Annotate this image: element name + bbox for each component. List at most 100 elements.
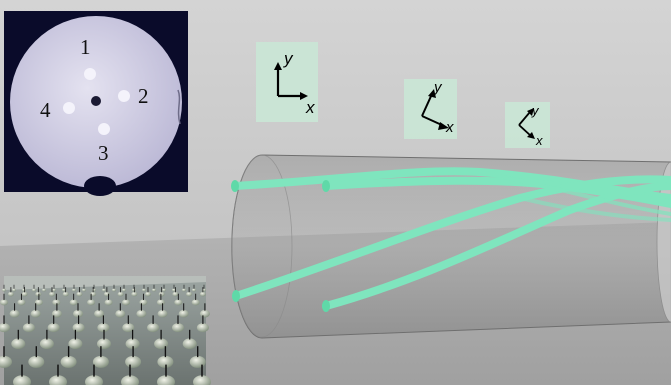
bump-array-inset [0, 276, 211, 385]
bump [191, 299, 200, 306]
frame-panel-3: y x [505, 102, 550, 148]
bump [121, 375, 139, 385]
bump [30, 309, 41, 318]
bump [172, 288, 176, 292]
bump [49, 375, 67, 385]
bump [42, 288, 46, 292]
fiber-core-bottom-left [232, 175, 671, 300]
bump [52, 299, 61, 306]
bump [22, 288, 26, 292]
core-2 [118, 90, 130, 102]
core-label-2: 2 [138, 84, 149, 108]
core-label-1: 1 [80, 35, 91, 59]
bump [82, 288, 86, 292]
bump [162, 288, 166, 292]
x-arrow-1 [300, 92, 308, 100]
bump [17, 299, 26, 306]
bump [32, 288, 36, 292]
bump [72, 288, 76, 292]
bump [145, 291, 151, 297]
core-label-4: 4 [40, 98, 51, 122]
bump [122, 299, 130, 306]
bump [28, 355, 45, 368]
bump [117, 291, 124, 297]
bump [0, 299, 8, 306]
frame-1-x-label: x [305, 98, 315, 117]
bump [52, 288, 56, 292]
bump [136, 309, 147, 318]
bump [172, 291, 179, 297]
bump [13, 375, 31, 385]
bump [0, 323, 10, 333]
bump [192, 288, 196, 292]
bump [7, 291, 14, 297]
bump [125, 338, 140, 350]
bump [182, 288, 186, 292]
bump [196, 323, 209, 333]
bump [92, 355, 109, 368]
cross-section-inset: 1 2 3 4 [4, 11, 188, 196]
fiber-core-bottom-right [322, 182, 671, 310]
bump [85, 375, 103, 385]
bump [131, 291, 138, 297]
bump [97, 338, 111, 350]
fiber-cores [231, 167, 671, 310]
bump [193, 375, 211, 385]
frame-3-y-label: y [531, 103, 540, 118]
bump [21, 291, 28, 297]
bump [47, 323, 60, 333]
core-1 [84, 68, 96, 80]
bump [68, 338, 83, 350]
bump [39, 338, 54, 350]
bump [60, 355, 77, 368]
bump [12, 288, 16, 292]
bump [178, 309, 189, 318]
bump [157, 355, 174, 368]
bump [73, 309, 83, 318]
bump [2, 288, 6, 292]
bump [157, 375, 175, 385]
bump [112, 288, 116, 292]
bump [76, 291, 83, 297]
bump [92, 288, 96, 292]
bump [51, 309, 62, 318]
bump [125, 355, 142, 368]
bump [199, 291, 206, 297]
bump [122, 288, 126, 292]
bump [11, 338, 26, 350]
bump [122, 323, 135, 333]
bump [115, 309, 126, 318]
bump [157, 309, 168, 318]
frame-panel-1: y x [256, 42, 318, 122]
bump [97, 323, 110, 333]
frame-2-x-label: x [445, 119, 454, 136]
bump [69, 299, 78, 306]
bump [186, 291, 193, 297]
frame-3-x-label: x [535, 133, 543, 148]
bump [182, 338, 197, 350]
bump [152, 288, 156, 292]
frame-2-y-label: y [433, 79, 443, 96]
bump [62, 288, 66, 292]
core-label-3: 3 [98, 141, 109, 165]
bump [174, 299, 183, 306]
bump [199, 309, 210, 318]
frame-panel-2: y x [404, 79, 457, 139]
bump [0, 355, 12, 368]
bump [147, 323, 160, 333]
core-4 [63, 102, 75, 114]
frame-1-y-label: y [283, 49, 294, 68]
bump [49, 291, 55, 297]
bump [35, 291, 42, 297]
bump-grid [0, 284, 211, 385]
bump [102, 288, 106, 292]
frame-axes-1 [276, 68, 302, 98]
fiber-core-ends [231, 180, 330, 312]
y-arrow-1 [274, 62, 282, 70]
central-hole [91, 96, 101, 106]
bump [156, 299, 165, 306]
bump [34, 299, 43, 306]
bump [72, 323, 85, 333]
bump [90, 291, 97, 297]
bump [9, 309, 20, 318]
